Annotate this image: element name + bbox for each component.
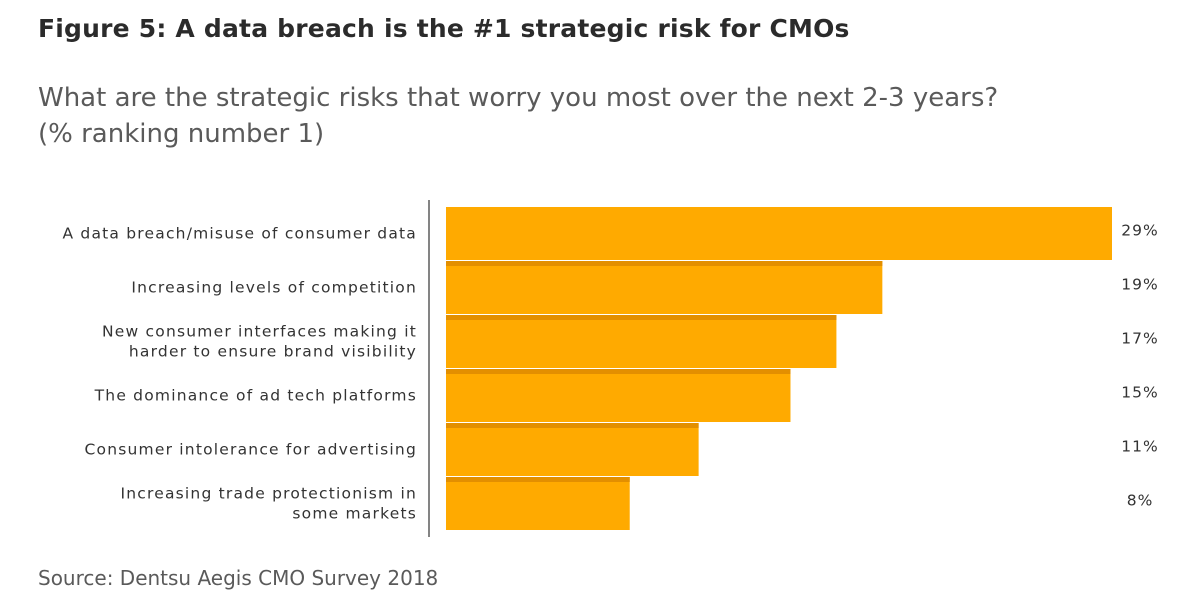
source-note: Source: Dentsu Aegis CMO Survey 2018 (38, 566, 439, 590)
category-label-line: The dominance of ad tech platforms (94, 387, 417, 405)
value-labels-group: 29% 19% 17% 15% 11% 8% (1121, 222, 1158, 510)
bar-separator-6 (446, 477, 630, 482)
category-label-5: Consumer intolerance for advertising (85, 441, 417, 459)
category-label-2: Increasing levels of competition (131, 279, 417, 297)
chart-subtitle: What are the strategic risks that worry … (38, 80, 1098, 152)
bar-3 (446, 315, 837, 368)
category-label-3: New consumer interfaces making it harder … (102, 323, 417, 361)
category-label-1: A data breach/misuse of consumer data (62, 225, 417, 243)
bar-6 (446, 477, 630, 530)
category-label-4: The dominance of ad tech platforms (94, 387, 417, 405)
bars-group (446, 207, 1112, 530)
bar-1 (446, 207, 1112, 260)
value-label-6: 8% (1127, 492, 1154, 510)
bar-chart: A data breach/misuse of consumer data Inc… (62, 200, 1158, 537)
bar-2 (446, 261, 883, 314)
value-label-3: 17% (1121, 330, 1158, 348)
category-labels-group: A data breach/misuse of consumer data Inc… (62, 225, 417, 523)
bar-separator-5 (446, 423, 699, 428)
chart-subtitle-line-2: (% ranking number 1) (38, 119, 325, 149)
bar-separator-2 (446, 261, 883, 266)
value-label-5: 11% (1121, 438, 1158, 456)
category-label-line: New consumer interfaces making it (102, 323, 417, 341)
value-label-4: 15% (1121, 384, 1158, 402)
value-label-1: 29% (1121, 222, 1158, 240)
chart-subtitle-line-1: What are the strategic risks that worry … (38, 83, 999, 113)
bar-5 (446, 423, 699, 476)
category-label-line: Consumer intolerance for advertising (85, 441, 417, 459)
bar-separator-3 (446, 315, 837, 320)
chart-title: Figure 5: A data breach is the #1 strate… (38, 14, 850, 43)
category-label-line: Increasing levels of competition (131, 279, 417, 297)
category-label-line: Increasing trade protectionism in (120, 485, 417, 503)
category-label-line: harder to ensure brand visibility (129, 343, 417, 361)
bar-separator-4 (446, 369, 791, 374)
category-label-line: some markets (292, 505, 417, 523)
value-label-2: 19% (1121, 276, 1158, 294)
category-label-6: Increasing trade protectionism in some ma… (120, 485, 417, 523)
bar-4 (446, 369, 791, 422)
category-label-line: A data breach/misuse of consumer data (62, 225, 417, 243)
